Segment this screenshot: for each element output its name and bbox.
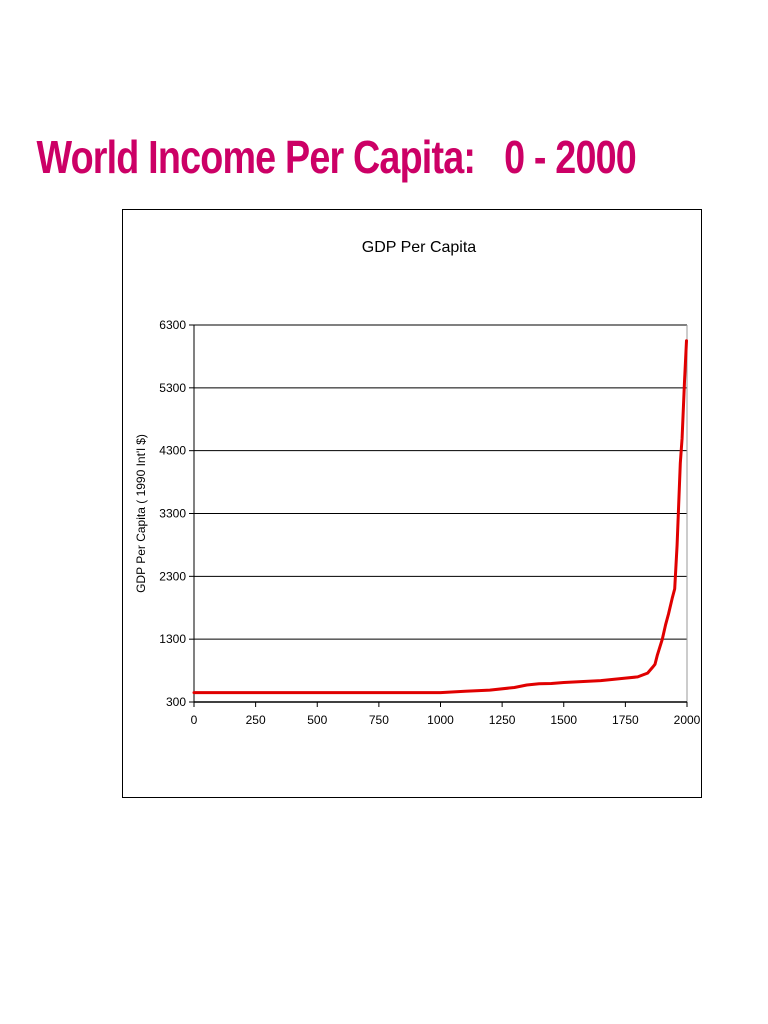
y-tick-label: 300 bbox=[166, 695, 186, 709]
x-tick-label: 250 bbox=[246, 713, 266, 727]
y-tick-label: 6300 bbox=[159, 318, 186, 332]
x-tick-label: 0 bbox=[191, 713, 198, 727]
series-layer bbox=[192, 339, 688, 695]
chart-title: GDP Per Capita bbox=[362, 239, 477, 256]
x-tick-label: 2000 bbox=[674, 713, 701, 727]
x-tick-label: 1500 bbox=[550, 713, 577, 727]
y-tick-label: 4300 bbox=[159, 444, 186, 458]
chart-frame: GDP Per Capita GDP Per Capita ( 1990 Int… bbox=[122, 209, 702, 798]
x-tick-label: 500 bbox=[307, 713, 327, 727]
slide-title: World Income Per Capita: 0 - 2000 bbox=[36, 131, 636, 183]
y-tick-label: 3300 bbox=[159, 507, 186, 521]
y-tick-label: 2300 bbox=[159, 569, 186, 583]
gdp-line-chart: GDP Per Capita GDP Per Capita ( 1990 Int… bbox=[134, 239, 701, 727]
x-tick-label: 1750 bbox=[612, 713, 639, 727]
y-tick-label: 1300 bbox=[159, 632, 186, 646]
axes: 300 1300 2300 3300 4300 5300 6300 0 250 500 750 100… bbox=[159, 318, 700, 727]
y-axis-label: GDP Per Capita ( 1990 Int'l $) bbox=[134, 434, 148, 593]
x-tick-label: 750 bbox=[369, 713, 389, 727]
gridlines bbox=[194, 324, 687, 703]
x-tick-label: 1250 bbox=[489, 713, 516, 727]
y-tick-label: 5300 bbox=[159, 381, 186, 395]
x-tick-label: 1000 bbox=[427, 713, 454, 727]
series-line-gdp bbox=[192, 339, 688, 695]
